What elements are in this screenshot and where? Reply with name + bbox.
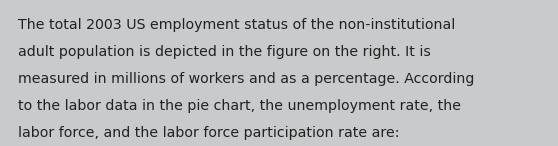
Text: to the labor data in the pie chart, the unemployment rate, the: to the labor data in the pie chart, the … [18, 99, 461, 113]
Text: The total 2003 US employment status of the non-institutional: The total 2003 US employment status of t… [18, 18, 455, 32]
Text: adult population is depicted in the figure on the right. It is: adult population is depicted in the figu… [18, 45, 431, 59]
Text: labor force, and the labor force participation rate are:: labor force, and the labor force partici… [18, 126, 400, 140]
Text: measured in millions of workers and as a percentage. According: measured in millions of workers and as a… [18, 72, 474, 86]
